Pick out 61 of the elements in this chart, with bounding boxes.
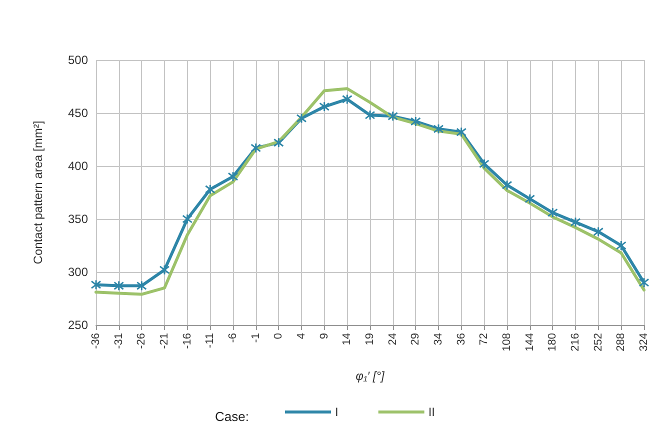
x-tick-label: -36 — [90, 333, 102, 349]
legend-label: II — [428, 405, 436, 419]
x-tick-label: 36 — [455, 333, 468, 346]
legend-title: Case: — [215, 409, 249, 424]
point — [342, 94, 352, 104]
point — [90, 279, 102, 290]
point — [228, 171, 238, 182]
point — [136, 280, 147, 292]
y-tick-label: 300 — [68, 265, 88, 279]
point — [524, 194, 536, 204]
point — [114, 280, 124, 292]
x-tick-label: 4 — [296, 333, 308, 340]
x-tick-label: 34 — [432, 333, 444, 346]
y-axis-title: Contact pattern area [mm²] — [31, 120, 45, 264]
x-tick-label: -1 — [250, 333, 262, 343]
point — [273, 137, 284, 148]
point — [433, 124, 444, 134]
point — [204, 184, 216, 195]
point — [478, 158, 490, 170]
x-tick-label: -11 — [204, 333, 216, 348]
legend-label: I — [335, 405, 338, 419]
y-tick-label: 400 — [68, 159, 88, 173]
point — [616, 240, 626, 251]
x-tick-label: 0 — [272, 333, 285, 340]
point — [159, 264, 170, 276]
point — [547, 207, 558, 218]
x-tick-label: 14 — [341, 333, 354, 346]
x-tick-label: 19 — [364, 333, 376, 346]
x-tick-label: -26 — [136, 333, 148, 349]
x-tick-label: 24 — [386, 333, 399, 346]
x-tick-label: 144 — [524, 333, 536, 352]
point — [410, 116, 421, 127]
x-tick-label: 108 — [501, 333, 513, 352]
x-tick-label: -16 — [181, 333, 194, 349]
x-tick-label: 324 — [638, 333, 650, 352]
x-tick-label: 180 — [546, 333, 559, 352]
y-tick-label: 250 — [68, 318, 88, 332]
x-tick-label: -6 — [227, 333, 239, 343]
point — [570, 216, 581, 228]
x-tick-label: -31 — [112, 333, 125, 349]
x-tick-label: -21 — [158, 333, 170, 349]
point — [319, 101, 330, 112]
point — [296, 113, 307, 124]
x-tick-label: 216 — [570, 333, 582, 352]
point — [364, 110, 376, 120]
point — [250, 142, 262, 154]
x-tick-label: 9 — [318, 333, 330, 340]
x-axis-title: φ₁′ [°] — [356, 369, 385, 383]
y-tick-label: 450 — [68, 106, 88, 120]
point — [502, 180, 512, 190]
y-tick-label: 350 — [68, 212, 88, 226]
x-tick-label: 72 — [478, 333, 490, 346]
x-tick-label: 29 — [410, 333, 422, 346]
point — [638, 277, 650, 288]
point — [182, 214, 193, 224]
point — [456, 126, 467, 138]
x-tick-label: 288 — [615, 333, 628, 352]
x-tick-label: 252 — [592, 333, 604, 352]
y-tick-label: 500 — [68, 53, 88, 67]
point — [388, 110, 398, 122]
point — [593, 226, 604, 237]
